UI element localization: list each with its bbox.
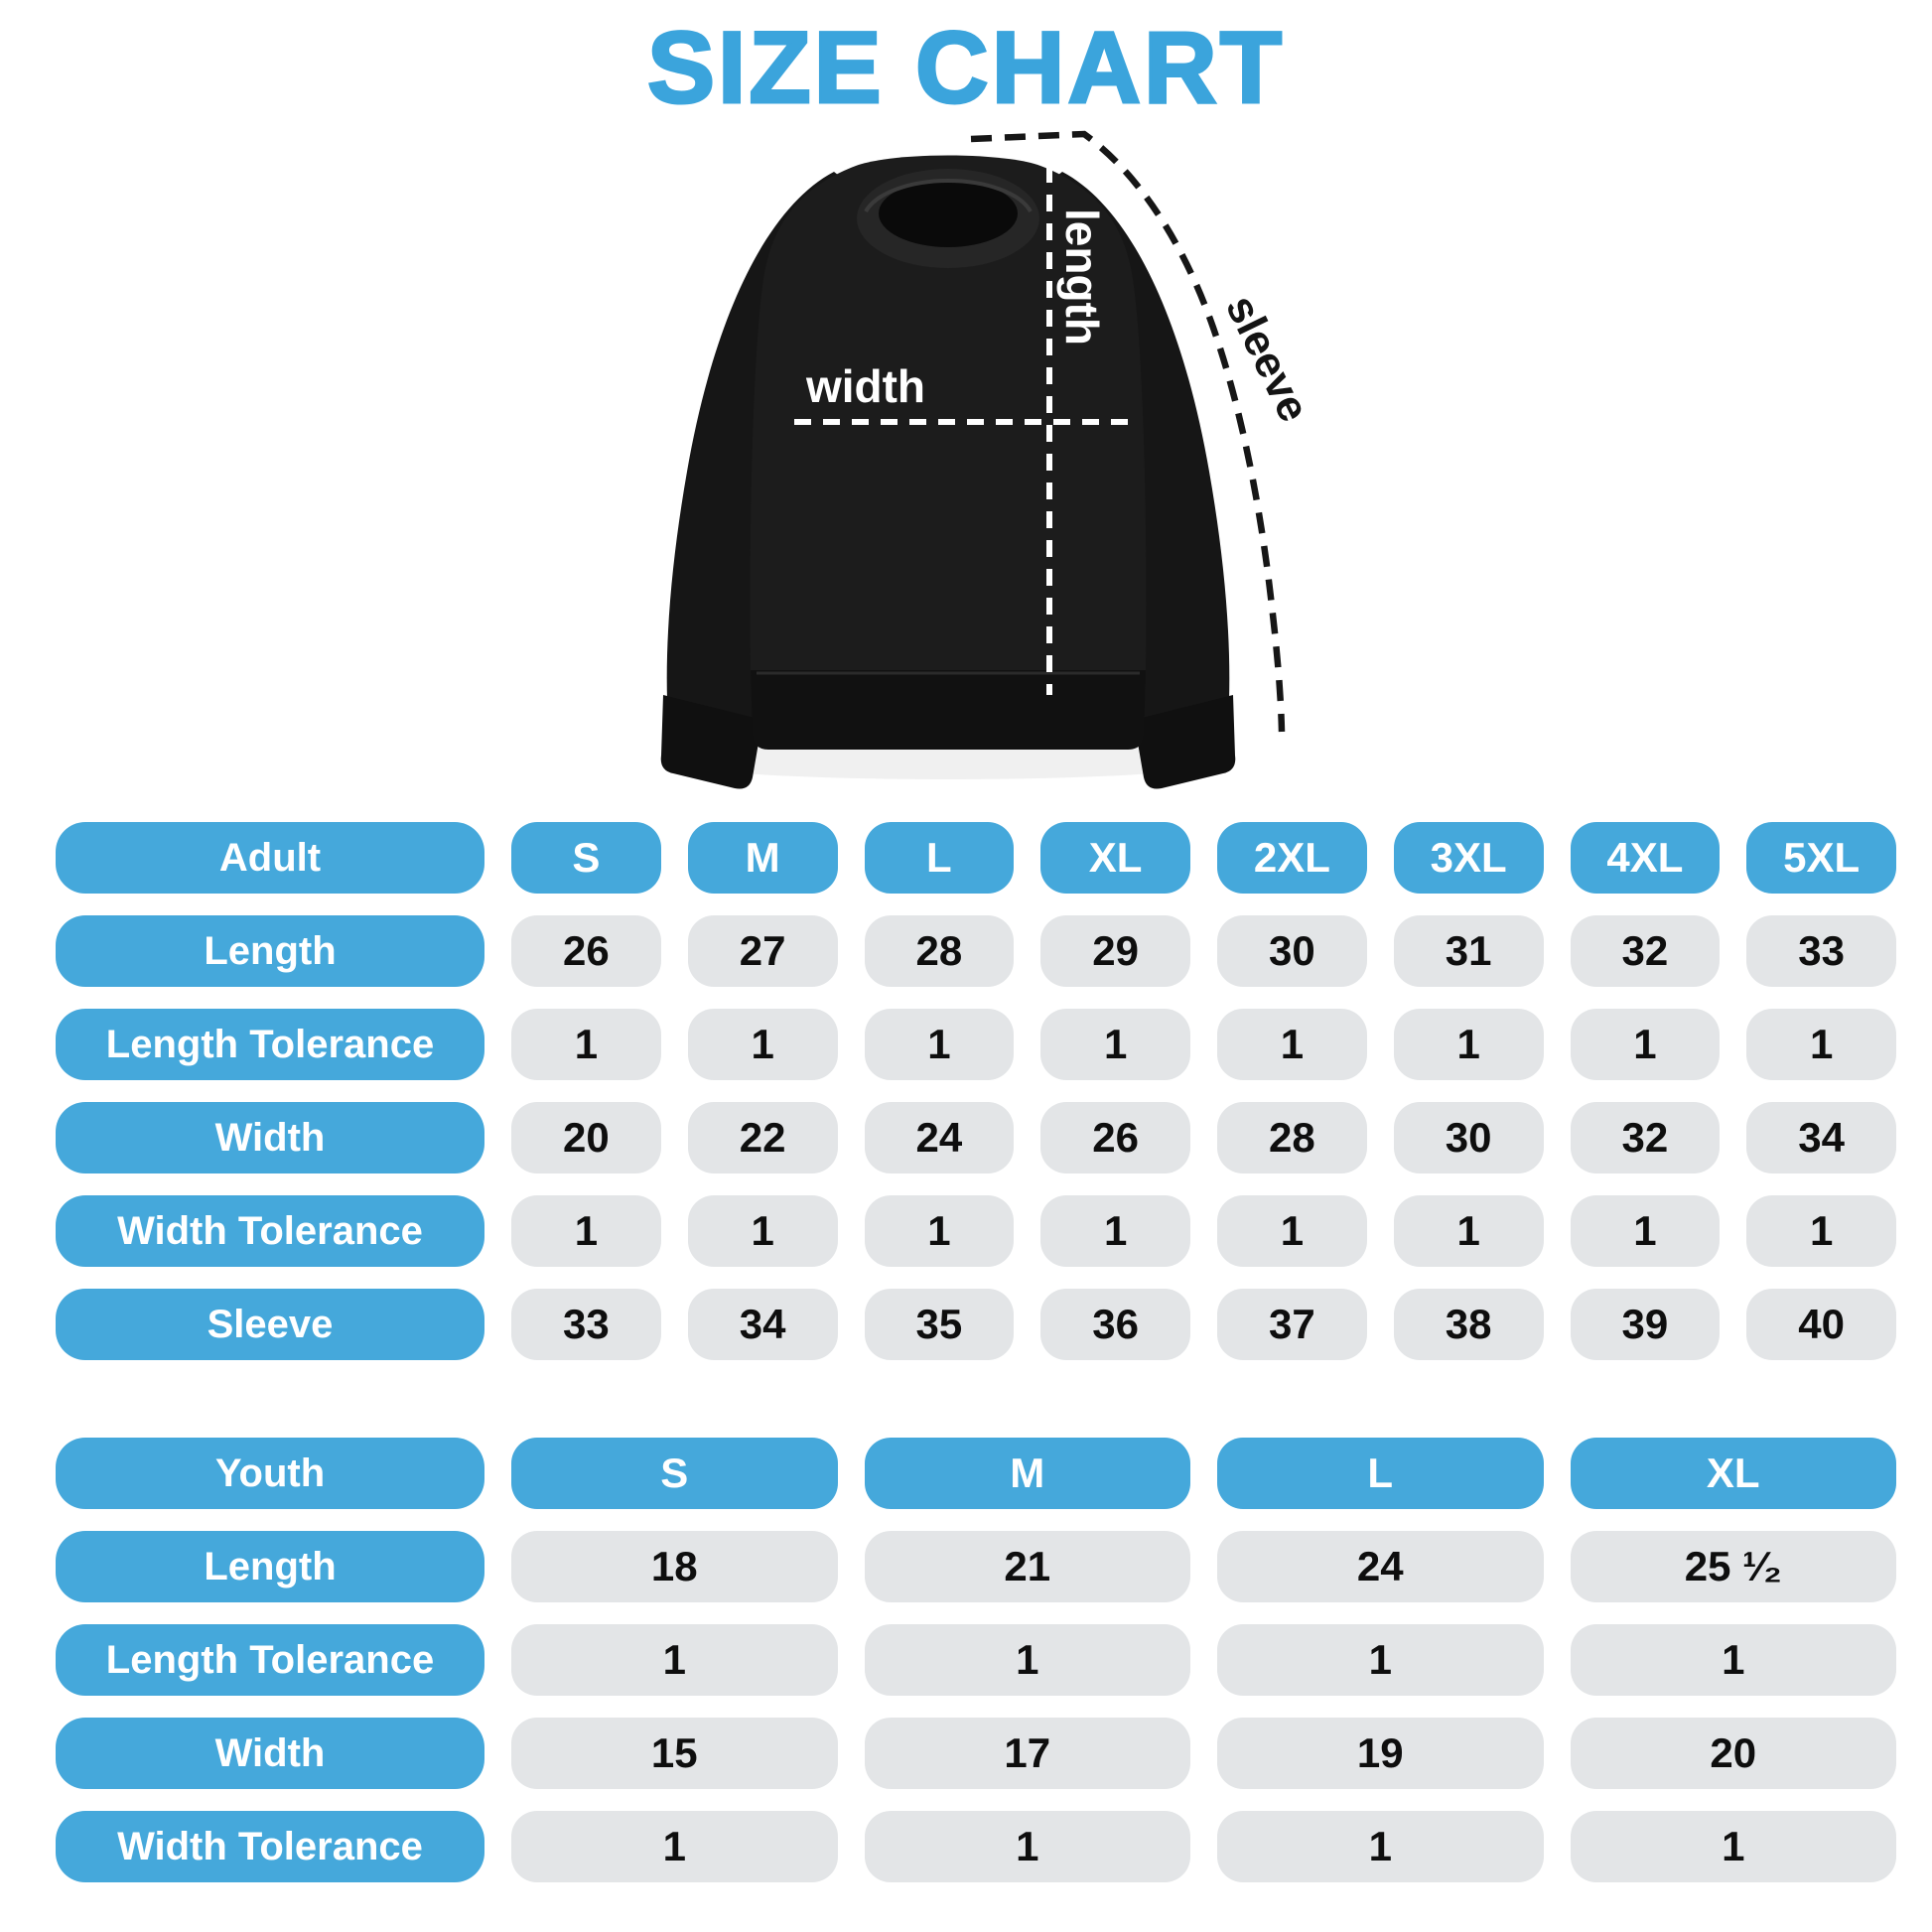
adult-header-cell: M xyxy=(687,822,838,894)
youth-row-label: Width xyxy=(56,1718,484,1789)
adult-size-value: 1 xyxy=(511,1009,661,1080)
adult-size-value: 1 xyxy=(1393,1009,1544,1080)
page-title: SIZE CHART xyxy=(646,10,1285,126)
adult-size-value: 34 xyxy=(1746,1102,1896,1173)
youth-row-label: Length Tolerance xyxy=(56,1624,484,1696)
youth-size-table: Youth S M L XL Length 18 21 24 25 ¹⁄₂ Length Toler… xyxy=(56,1438,1896,1882)
youth-size-value: 1 xyxy=(1570,1624,1896,1696)
adult-size-value: 28 xyxy=(864,915,1015,987)
adult-header-cell: XL xyxy=(1040,822,1190,894)
adult-size-value: 1 xyxy=(1040,1009,1190,1080)
hem-band xyxy=(751,670,1146,750)
adult-size-value: 1 xyxy=(687,1009,838,1080)
youth-size-value: 1 xyxy=(1217,1811,1544,1882)
youth-size-value: 25 ¹⁄₂ xyxy=(1570,1531,1896,1602)
collar-seam xyxy=(864,178,1033,212)
youth-size-value: 1 xyxy=(864,1624,1190,1696)
youth-size-value: 1 xyxy=(511,1624,838,1696)
adult-header-cell: 2XL xyxy=(1217,822,1367,894)
youth-header-cell: M xyxy=(864,1438,1190,1509)
adult-table-title: Adult xyxy=(56,822,484,894)
adult-size-value: 1 xyxy=(864,1195,1015,1267)
adult-header-cell: 3XL xyxy=(1393,822,1544,894)
adult-size-value: 1 xyxy=(511,1195,661,1267)
adult-size-value: 37 xyxy=(1217,1289,1367,1360)
adult-size-value: 1 xyxy=(1393,1195,1544,1267)
left-cuff xyxy=(660,695,762,789)
adult-size-value: 27 xyxy=(687,915,838,987)
youth-row-label: Length xyxy=(56,1531,484,1602)
adult-size-value: 20 xyxy=(511,1102,661,1173)
adult-size-value: 39 xyxy=(1570,1289,1721,1360)
adult-size-value: 26 xyxy=(1040,1102,1190,1173)
youth-row-label: Width Tolerance xyxy=(56,1811,484,1882)
adult-size-value: 28 xyxy=(1217,1102,1367,1173)
adult-size-value: 33 xyxy=(511,1289,661,1360)
adult-size-value: 22 xyxy=(687,1102,838,1173)
adult-size-value: 1 xyxy=(1040,1195,1190,1267)
adult-size-value: 1 xyxy=(687,1195,838,1267)
adult-size-value: 1 xyxy=(1217,1009,1367,1080)
youth-size-value: 24 xyxy=(1217,1531,1544,1602)
youth-size-value: 21 xyxy=(864,1531,1190,1602)
youth-size-value: 17 xyxy=(864,1718,1190,1789)
youth-size-value: 20 xyxy=(1570,1718,1896,1789)
adult-size-value: 33 xyxy=(1746,915,1896,987)
youth-size-value: 18 xyxy=(511,1531,838,1602)
youth-size-value: 1 xyxy=(864,1811,1190,1882)
adult-header-cell: 5XL xyxy=(1746,822,1896,894)
adult-size-value: 30 xyxy=(1217,915,1367,987)
adult-size-value: 1 xyxy=(1217,1195,1367,1267)
adult-header-cell: S xyxy=(511,822,661,894)
adult-size-value: 36 xyxy=(1040,1289,1190,1360)
adult-row-label: Width Tolerance xyxy=(56,1195,484,1267)
adult-size-value: 38 xyxy=(1393,1289,1544,1360)
youth-size-value: 1 xyxy=(1570,1811,1896,1882)
adult-size-value: 1 xyxy=(1570,1009,1721,1080)
adult-size-value: 31 xyxy=(1393,915,1544,987)
youth-size-value: 1 xyxy=(1217,1624,1544,1696)
youth-size-value: 1 xyxy=(511,1811,838,1882)
adult-row-label: Width xyxy=(56,1102,484,1173)
length-label: length xyxy=(1056,208,1108,345)
adult-size-value: 30 xyxy=(1393,1102,1544,1173)
sweatshirt-graphic: width length sleeve xyxy=(660,130,1311,789)
sweatshirt-measurement-diagram: width length sleeve xyxy=(596,114,1311,789)
right-cuff xyxy=(1134,695,1236,789)
youth-header-cell: XL xyxy=(1570,1438,1896,1509)
adult-size-value: 29 xyxy=(1040,915,1190,987)
adult-header-cell: L xyxy=(864,822,1015,894)
youth-size-value: 15 xyxy=(511,1718,838,1789)
adult-size-value: 32 xyxy=(1570,1102,1721,1173)
sleeve-label: sleeve xyxy=(1216,288,1311,429)
adult-size-value: 32 xyxy=(1570,915,1721,987)
adult-size-value: 24 xyxy=(864,1102,1015,1173)
adult-row-label: Length Tolerance xyxy=(56,1009,484,1080)
adult-size-value: 1 xyxy=(1746,1009,1896,1080)
sleeve-dashed-line xyxy=(970,130,1286,733)
adult-size-value: 35 xyxy=(864,1289,1015,1360)
adult-size-value: 1 xyxy=(1570,1195,1721,1267)
adult-size-value: 26 xyxy=(511,915,661,987)
width-label: width xyxy=(805,360,925,412)
youth-table-title: Youth xyxy=(56,1438,484,1509)
adult-size-value: 40 xyxy=(1746,1289,1896,1360)
adult-size-value: 1 xyxy=(1746,1195,1896,1267)
youth-size-value: 19 xyxy=(1217,1718,1544,1789)
youth-header-cell: S xyxy=(511,1438,838,1509)
adult-size-table: Adult S M L XL 2XL 3XL 4XL 5XL Length 26 27 28 29 30 31… xyxy=(56,822,1896,1360)
adult-size-value: 34 xyxy=(687,1289,838,1360)
adult-header-cell: 4XL xyxy=(1570,822,1721,894)
youth-header-cell: L xyxy=(1217,1438,1544,1509)
collar-opening xyxy=(879,180,1018,247)
adult-row-label: Length xyxy=(56,915,484,987)
adult-size-value: 1 xyxy=(864,1009,1015,1080)
adult-row-label: Sleeve xyxy=(56,1289,484,1360)
